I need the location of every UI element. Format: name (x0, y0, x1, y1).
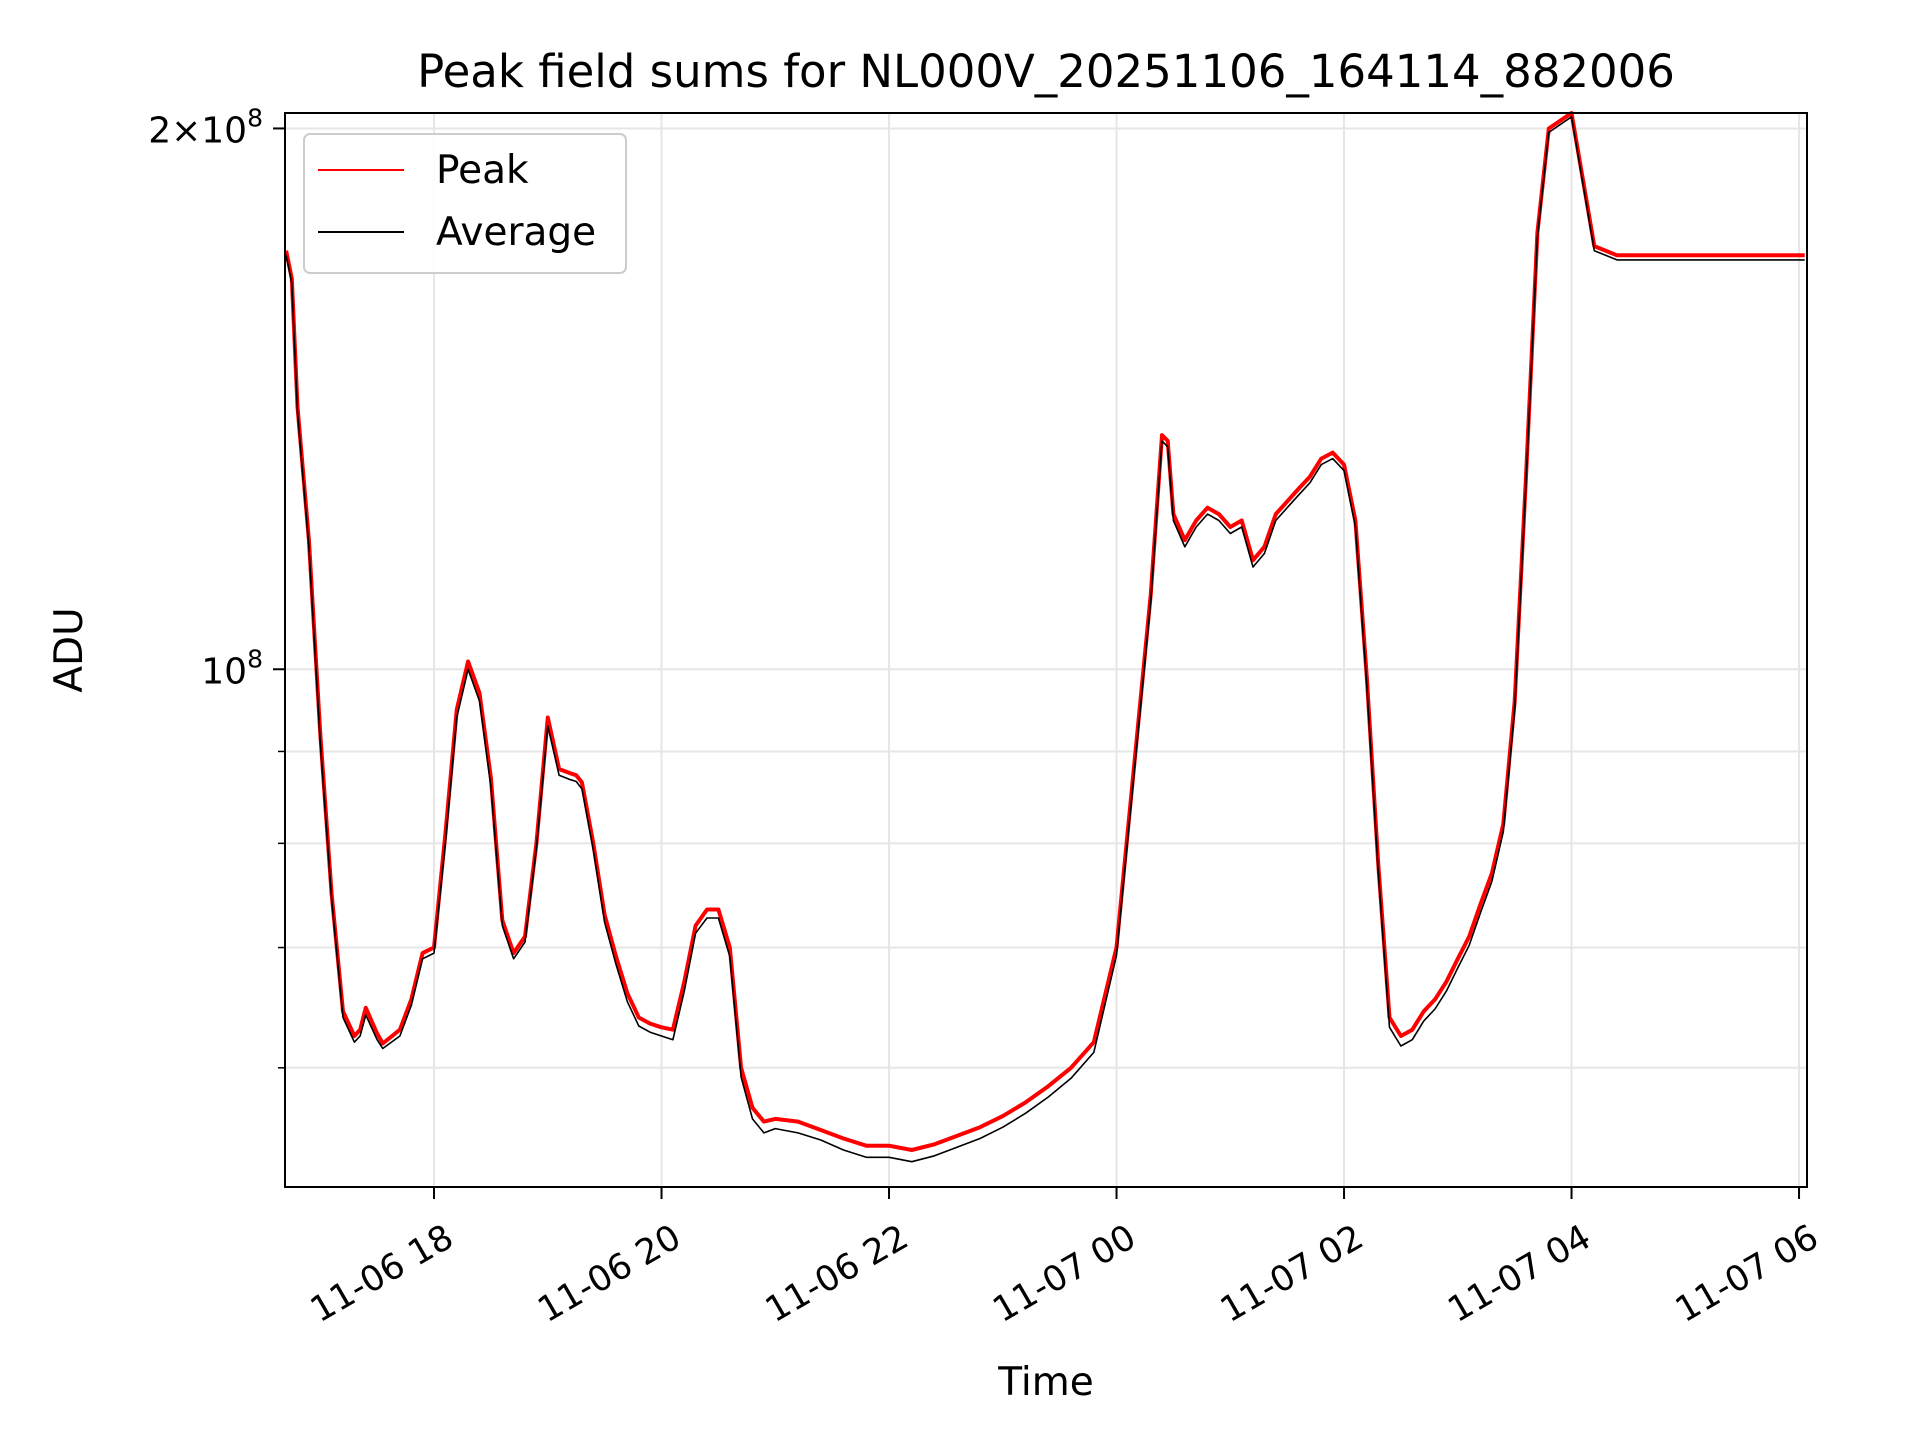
chart-title: Peak field sums for NL000V_20251106_1641… (417, 45, 1675, 98)
legend-box (303, 133, 627, 274)
legend-peak-label: Peak (436, 148, 529, 193)
series-line-average (285, 116, 1805, 1163)
y-tick-label: 108 (201, 644, 263, 692)
series-layer (284, 111, 1805, 1163)
series-line-peak (284, 111, 1805, 1152)
y-axis-label: ADU (47, 607, 92, 692)
y-tick-label: 2×108 (148, 103, 263, 151)
legend: Peak Average (303, 133, 627, 274)
x-axis-label: Time (997, 1360, 1093, 1405)
legend-average-label: Average (436, 210, 596, 255)
plot-frame (284, 112, 1808, 1188)
